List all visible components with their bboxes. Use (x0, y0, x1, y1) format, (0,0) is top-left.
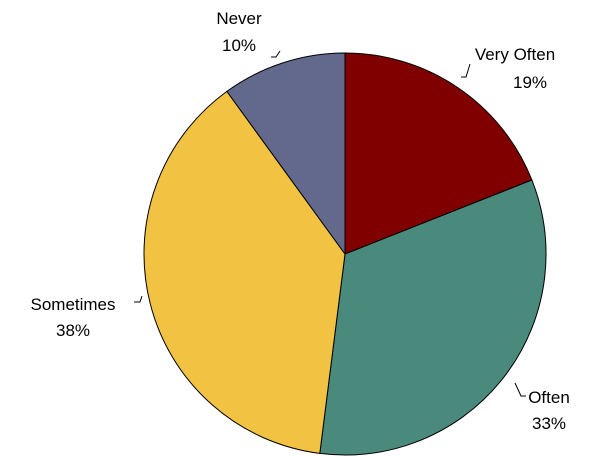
label-often-name: Often (528, 388, 570, 407)
label-often-value: 33% (532, 414, 566, 433)
leader-lines (134, 50, 526, 397)
label-very-often-name: Very Often (475, 45, 555, 64)
pie-slice-sometimes (143, 90, 346, 454)
label-very-often-value: 19% (513, 73, 547, 92)
label-never-value: 10% (222, 36, 256, 55)
label-sometimes-value: 38% (56, 321, 90, 340)
pie-slice-never (226, 52, 346, 256)
leader-line-sometimes (134, 295, 143, 303)
pie-slice-very-often (344, 52, 533, 255)
pie-slices (143, 52, 547, 456)
leader-line-never (271, 50, 281, 58)
label-never-name: Never (216, 9, 262, 28)
leader-line-very-often (461, 63, 471, 78)
leader-line-often (514, 382, 526, 397)
pie-slice-often (319, 179, 547, 456)
label-sometimes-name: Sometimes (30, 295, 115, 314)
